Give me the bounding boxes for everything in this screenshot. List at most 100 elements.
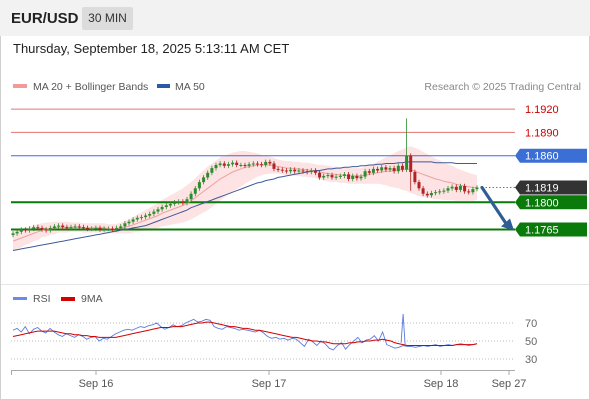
candle-body: [442, 190, 446, 192]
candle-body: [355, 175, 359, 179]
candle-body: [32, 227, 36, 229]
candle-body: [210, 168, 214, 173]
candle-body: [90, 228, 94, 230]
candlesticks: [11, 118, 479, 238]
candle-body: [135, 217, 139, 220]
candle-body: [400, 165, 404, 170]
candle-body: [77, 226, 81, 228]
candle-body: [193, 188, 197, 194]
candle-body: [189, 193, 193, 200]
rsi-ma-legend-swatch: [61, 297, 75, 301]
rsi-legend-label: RSI: [33, 293, 51, 305]
x-tick-label: Sep 16: [79, 378, 114, 390]
candle-body: [380, 167, 384, 171]
candle-body: [40, 227, 44, 230]
candle-body: [239, 165, 243, 166]
candle-body: [243, 165, 247, 166]
support-level-tag: [515, 222, 587, 237]
candle-body: [81, 227, 85, 229]
forecast-arrow-head: [501, 218, 514, 231]
resistance-level-label: 1.1920: [525, 104, 559, 116]
candle-body: [454, 186, 458, 190]
chart-legend: MA 20 + Bollinger Bands MA 50 Research ©…: [13, 81, 581, 93]
candle-body: [168, 203, 172, 206]
candle-body: [57, 225, 61, 227]
candle-body: [255, 163, 259, 165]
rsi-ma-line: [12, 321, 478, 346]
candle-body: [289, 169, 293, 172]
x-axis: Sep 16 Sep 17 Sep 18 Sep 27: [11, 370, 526, 390]
candle-body: [467, 191, 471, 193]
rsi-spike: [400, 313, 406, 345]
candle-body: [463, 186, 467, 192]
candle-body: [106, 228, 110, 230]
candle-body: [284, 170, 288, 172]
candle-body: [330, 175, 334, 178]
candle-body: [388, 168, 392, 170]
candle-body: [280, 169, 284, 171]
symbol-title: EUR/USD: [11, 10, 79, 27]
candle-body: [11, 233, 15, 235]
candle-body: [48, 227, 52, 231]
candle-body: [23, 229, 27, 231]
candle-body: [152, 211, 156, 214]
candle-body: [322, 175, 326, 178]
candle-body: [421, 188, 425, 194]
ma50-legend-label: MA 50: [175, 81, 205, 93]
candle-body: [15, 231, 19, 234]
candle-body: [36, 227, 40, 229]
candle-body: [409, 155, 413, 172]
candle-body: [450, 186, 454, 189]
timeframe-button[interactable]: 30 MIN: [82, 7, 133, 30]
candle-body: [338, 175, 342, 177]
candle-body: [384, 167, 388, 170]
candle-body: [102, 228, 106, 230]
last-price-tag: [515, 180, 587, 195]
candle-body: [197, 182, 201, 189]
candle-body: [115, 227, 119, 230]
candle-body: [231, 162, 235, 165]
candle-body: [69, 227, 73, 229]
pivot-level-tag: [515, 148, 587, 163]
candle-body: [417, 182, 421, 189]
candle-body: [376, 168, 380, 171]
candle-body: [367, 171, 371, 173]
rsi-legend: RSI 9MA: [13, 293, 103, 305]
date-line: Thursday, September 18, 2025 5:13:11 AM …: [13, 41, 290, 56]
candle-body: [446, 188, 450, 191]
candle-body: [123, 223, 127, 227]
candle-body: [94, 227, 98, 229]
candle-body: [326, 175, 330, 177]
candle-body: [61, 225, 65, 228]
rsi-lines: [12, 313, 478, 351]
ma-bb-legend-swatch: [13, 84, 27, 88]
x-tick-label: Sep 17: [252, 378, 287, 390]
forecast-arrow: [480, 185, 514, 231]
candle-body: [371, 168, 375, 173]
price-levels: 1.1920 1.1890 1.1860 1.1819 1.1800 1.1765: [11, 104, 587, 237]
rsi-tick-label: 30: [525, 354, 537, 366]
rsi-gridlines: 70 50 30: [11, 318, 537, 366]
candle-body: [309, 170, 313, 173]
last-price-label: 1.1819: [525, 183, 559, 195]
candle-body: [127, 221, 131, 224]
candle-body: [301, 170, 305, 172]
candle-body: [305, 171, 309, 173]
candle-body: [226, 164, 230, 166]
candle-body: [156, 209, 160, 212]
candle-body: [471, 189, 475, 193]
candle-body: [173, 202, 177, 204]
candle-body: [438, 191, 442, 193]
support-level-label: 1.1800: [525, 197, 559, 209]
candle-body: [235, 162, 239, 165]
candle-body: [413, 172, 417, 183]
candle-body: [139, 217, 143, 219]
candle-body: [475, 187, 479, 190]
candle-body: [52, 226, 56, 228]
rsi-tick-label: 70: [525, 318, 537, 330]
candle-body: [28, 228, 32, 231]
resistance-level-label: 1.1890: [525, 127, 559, 139]
credit-label: Research © 2025 Trading Central: [424, 81, 581, 93]
candle-body: [214, 165, 218, 169]
